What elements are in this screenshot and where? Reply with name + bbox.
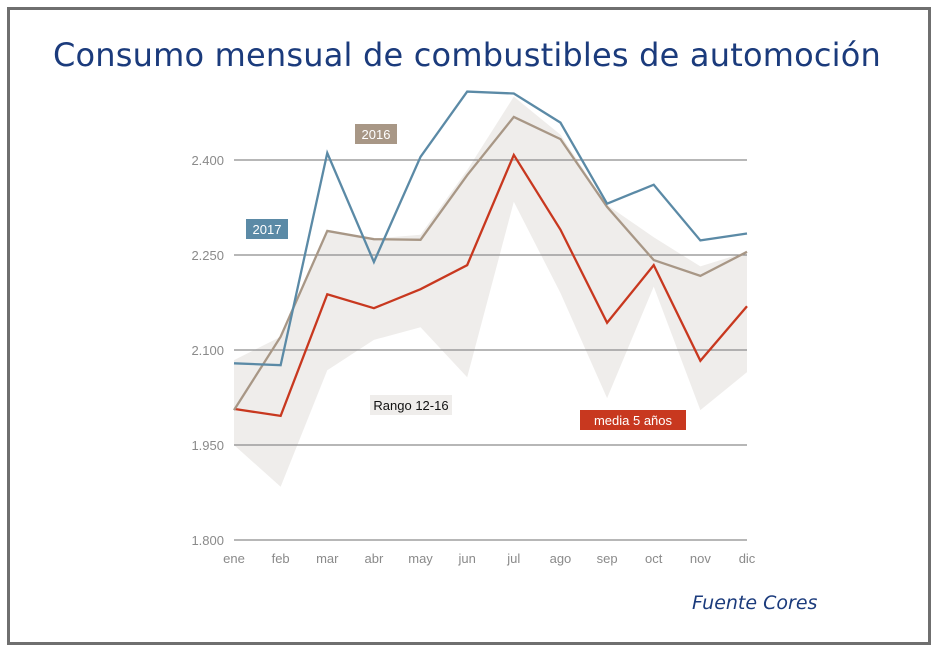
y-tick-label: 2.100 [191, 343, 224, 358]
x-tick-label: ago [550, 551, 572, 566]
x-tick-label: may [408, 551, 433, 566]
series-line-2016 [233, 115, 748, 411]
series-line-media-5-años [233, 152, 748, 418]
legend-label-2016: 2016 [362, 127, 391, 142]
legend-label-range-bg [370, 395, 452, 415]
y-tick-label: 1.800 [191, 533, 224, 548]
chart-title: Consumo mensual de combustibles de autom… [52, 36, 882, 74]
x-tick-label: feb [272, 551, 290, 566]
x-tick-label: abr [365, 551, 384, 566]
x-tick-label: sep [597, 551, 618, 566]
x-tick-label: mar [316, 551, 339, 566]
x-tick-label: ene [223, 551, 245, 566]
source-note: Fuente Cores [692, 592, 818, 614]
legend-label-2016-bg [355, 124, 397, 144]
y-tick-label: 1.950 [191, 438, 224, 453]
legend-label-media-bg [580, 410, 686, 430]
series-line-2017 [233, 90, 748, 367]
legend-label-2017: 2017 [253, 222, 282, 237]
range-band [234, 96, 747, 487]
x-tick-label: oct [645, 551, 663, 566]
legend-label-media: media 5 años [594, 413, 673, 428]
legend-label-range: Rango 12-16 [373, 398, 448, 413]
x-tick-label: jul [506, 551, 520, 566]
x-tick-label: nov [690, 551, 711, 566]
x-tick-label: jun [458, 551, 476, 566]
legend-label-2017-bg [246, 219, 288, 239]
y-tick-label: 2.400 [191, 153, 224, 168]
y-tick-label: 2.250 [191, 248, 224, 263]
x-tick-label: dic [739, 551, 756, 566]
